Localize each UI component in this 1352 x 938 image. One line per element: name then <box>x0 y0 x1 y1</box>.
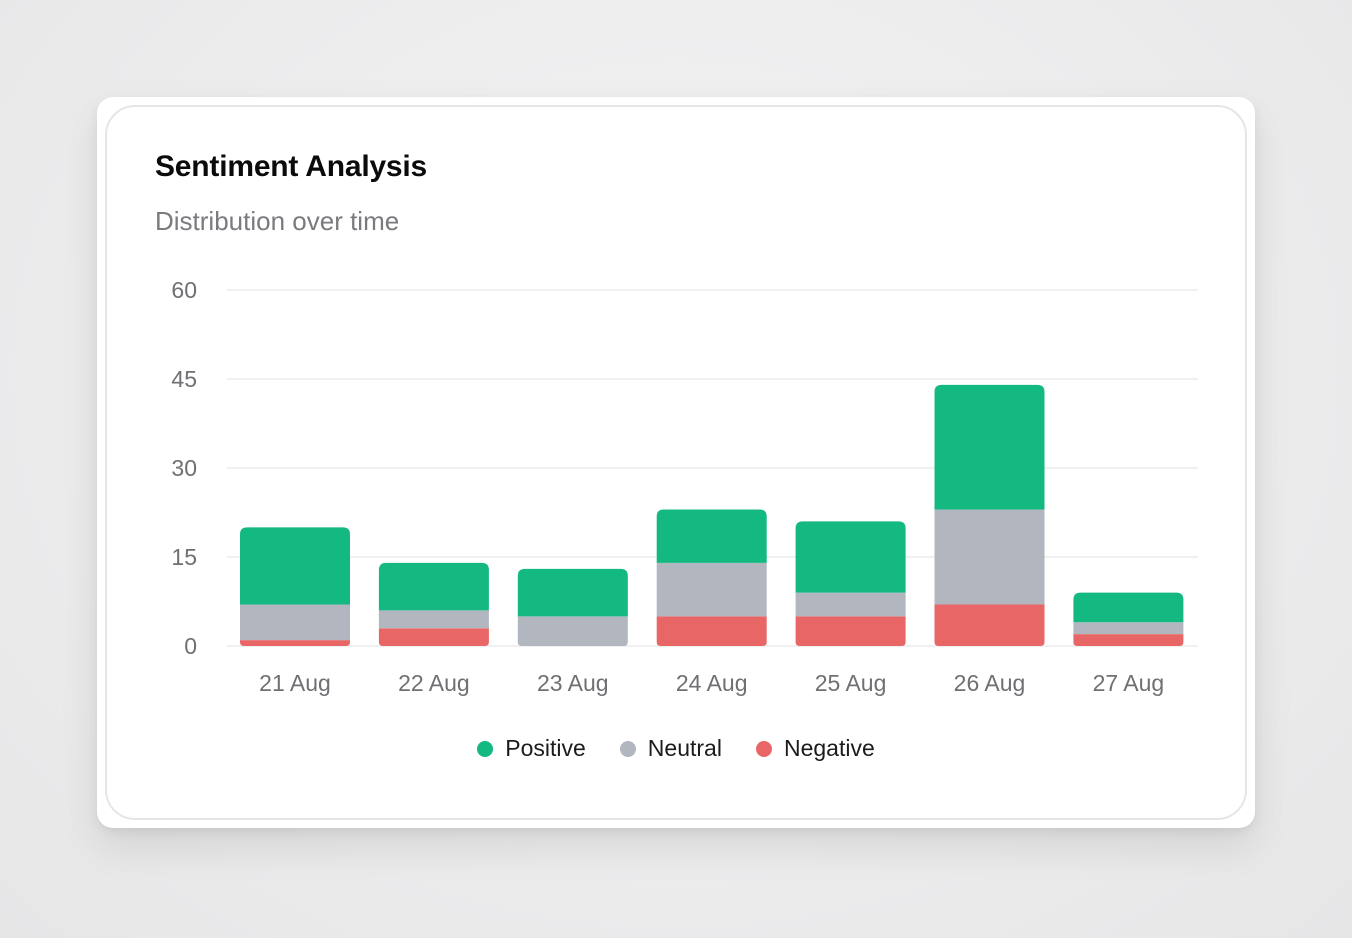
legend-swatch-icon <box>477 740 494 757</box>
x-tick-label: 22 Aug <box>398 670 470 696</box>
legend-swatch-icon <box>619 740 636 757</box>
bar-segment-neutral[interactable] <box>517 616 628 646</box>
chart-card-border <box>105 105 1247 820</box>
bar-segment-positive[interactable] <box>656 509 767 563</box>
bar-segment-positive[interactable] <box>240 527 350 605</box>
x-tick-label: 23 Aug <box>537 670 609 696</box>
bar-segment-positive[interactable] <box>795 521 906 593</box>
y-tick-label: 30 <box>171 455 197 481</box>
legend-label: Negative <box>783 735 875 761</box>
legend-swatch-icon <box>755 740 772 757</box>
chart-card <box>97 97 1255 828</box>
bar-segment-neutral[interactable] <box>378 610 489 629</box>
legend-item-positive[interactable]: Positive <box>477 735 586 762</box>
y-tick-label: 15 <box>171 544 197 570</box>
x-tick-label: 27 Aug <box>1093 670 1165 696</box>
y-tick-label: 0 <box>184 633 197 659</box>
x-tick-label: 24 Aug <box>676 670 748 696</box>
bar-segment-positive[interactable] <box>1073 592 1184 623</box>
bar-segment-negative[interactable] <box>1073 634 1184 646</box>
bar-segment-negative[interactable] <box>378 628 489 646</box>
bar-segment-negative[interactable] <box>656 616 767 646</box>
chart-subtitle: Distribution over time <box>155 206 400 236</box>
bar-segment-neutral[interactable] <box>934 509 1045 605</box>
chart-title: Sentiment Analysis <box>155 150 428 183</box>
x-tick-label: 25 Aug <box>815 670 887 696</box>
bar-segment-negative[interactable] <box>934 604 1045 646</box>
x-tick-label: 26 Aug <box>954 670 1026 696</box>
bar-segment-positive[interactable] <box>378 562 489 611</box>
legend-label: Positive <box>505 735 586 761</box>
bar-segment-neutral[interactable] <box>1073 622 1184 635</box>
y-tick-label: 45 <box>171 366 197 392</box>
bar-segment-neutral[interactable] <box>795 592 906 617</box>
bar-segment-positive[interactable] <box>517 568 628 617</box>
legend-label: Neutral <box>647 735 722 761</box>
bar-segment-neutral[interactable] <box>656 562 767 617</box>
bar-segment-negative[interactable] <box>795 616 906 646</box>
chart-legend: Positive Neutral Negative <box>0 735 1352 762</box>
y-axis-ticks: 0 15 30 45 60 <box>171 277 197 659</box>
legend-item-neutral[interactable]: Neutral <box>619 735 722 762</box>
bar-segment-positive[interactable] <box>934 384 1045 510</box>
x-tick-label: 21 Aug <box>259 670 331 696</box>
bars <box>240 384 1184 646</box>
bar-segment-negative[interactable] <box>240 640 350 646</box>
legend-item-negative[interactable]: Negative <box>755 735 875 762</box>
x-axis-ticks: 21 Aug 22 Aug 23 Aug 24 Aug 25 Aug 26 Aug 27 A… <box>259 670 1164 696</box>
bar-segment-neutral[interactable] <box>240 604 350 641</box>
y-tick-label: 60 <box>171 277 197 303</box>
